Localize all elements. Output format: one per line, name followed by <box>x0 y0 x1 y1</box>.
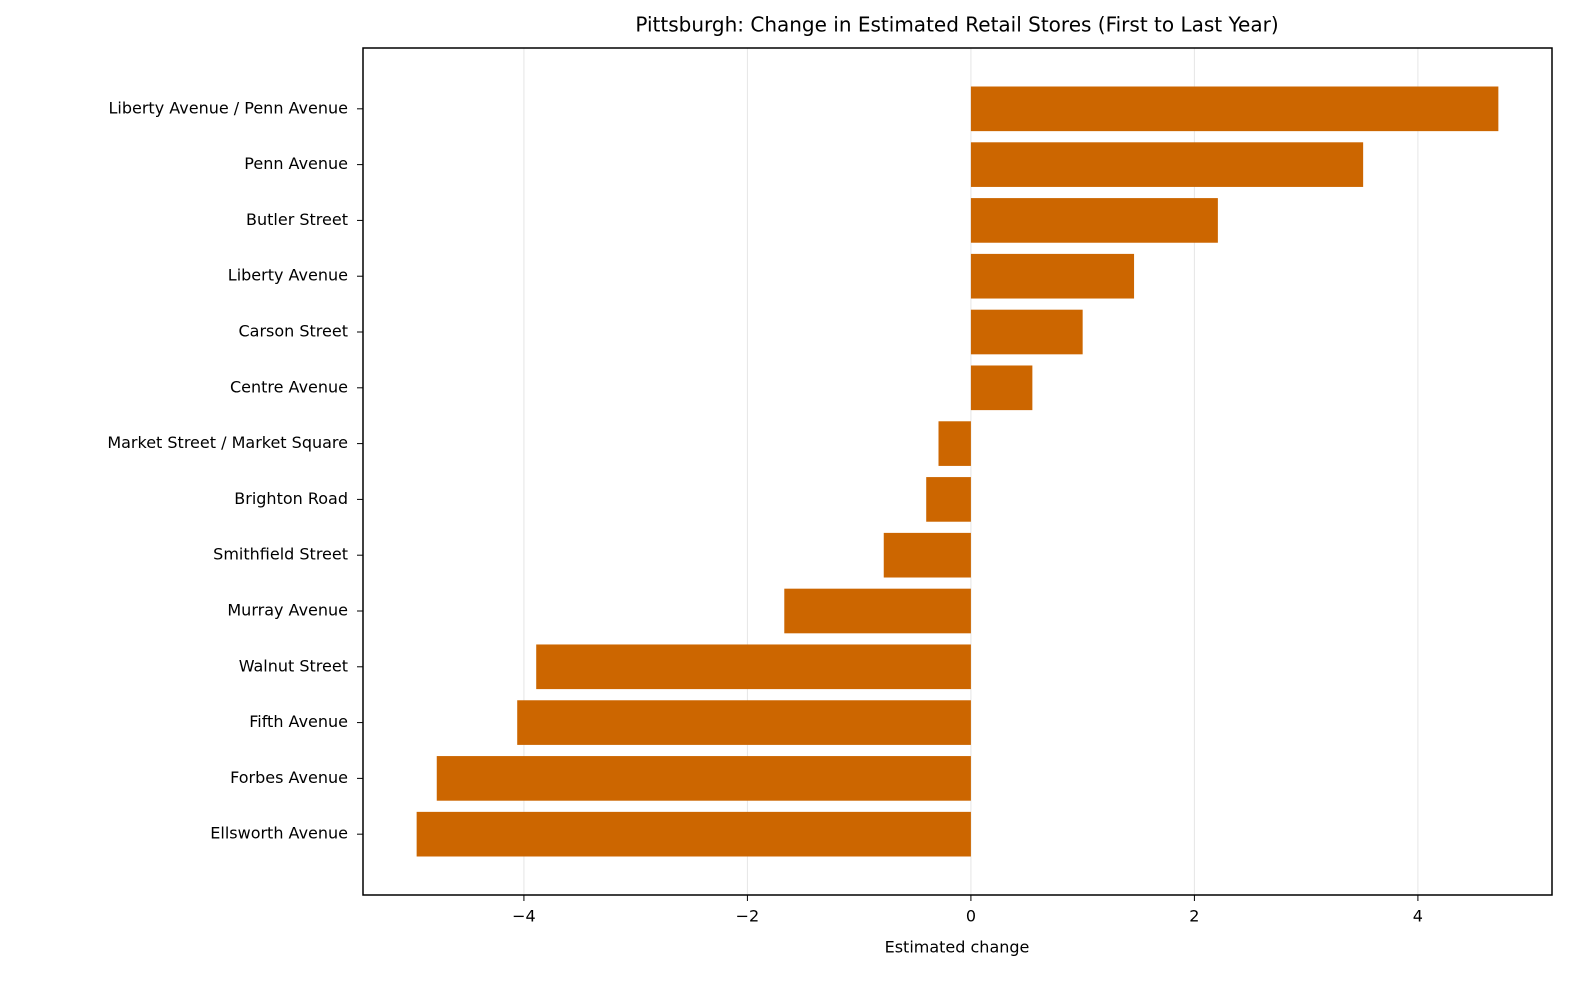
plot-frame <box>362 47 1553 896</box>
bar <box>970 253 1135 299</box>
x-axis-label: Estimated change <box>885 938 1030 957</box>
bar <box>970 86 1499 132</box>
bar <box>926 477 971 522</box>
x-tick-label: 2 <box>1189 907 1199 926</box>
bar <box>970 365 1033 411</box>
x-tick-label: 0 <box>966 907 976 926</box>
bar <box>970 142 1364 187</box>
bar <box>784 588 971 634</box>
chart-title: Pittsburgh: Change in Estimated Retail S… <box>635 13 1278 37</box>
bar <box>970 198 1218 243</box>
y-tick-label: Liberty Avenue <box>228 266 348 285</box>
bar <box>416 811 971 857</box>
x-tick-label: 4 <box>1413 907 1423 926</box>
y-tick-label: Liberty Avenue / Penn Avenue <box>108 98 348 117</box>
y-tick-label: Centre Avenue <box>230 377 348 396</box>
bar <box>517 700 971 745</box>
bar <box>938 421 971 466</box>
y-tick-label: Forbes Avenue <box>230 768 348 787</box>
bar <box>536 644 971 690</box>
bar <box>436 756 971 801</box>
y-tick-label: Brighton Road <box>234 489 348 508</box>
x-tick-label: −4 <box>512 907 536 926</box>
x-tick-label: −2 <box>736 907 760 926</box>
y-tick-label: Fifth Avenue <box>249 712 348 731</box>
bar <box>970 309 1083 355</box>
y-tick-label: Murray Avenue <box>227 600 348 619</box>
y-tick-label: Ellsworth Avenue <box>210 824 348 843</box>
y-tick-label: Walnut Street <box>239 656 348 675</box>
bar <box>883 532 971 578</box>
y-tick-label: Butler Street <box>246 210 348 229</box>
y-tick-label: Carson Street <box>238 322 348 341</box>
y-tick-label: Market Street / Market Square <box>107 433 348 452</box>
y-tick-label: Penn Avenue <box>244 154 348 173</box>
y-tick-label: Smithfield Street <box>213 545 348 564</box>
